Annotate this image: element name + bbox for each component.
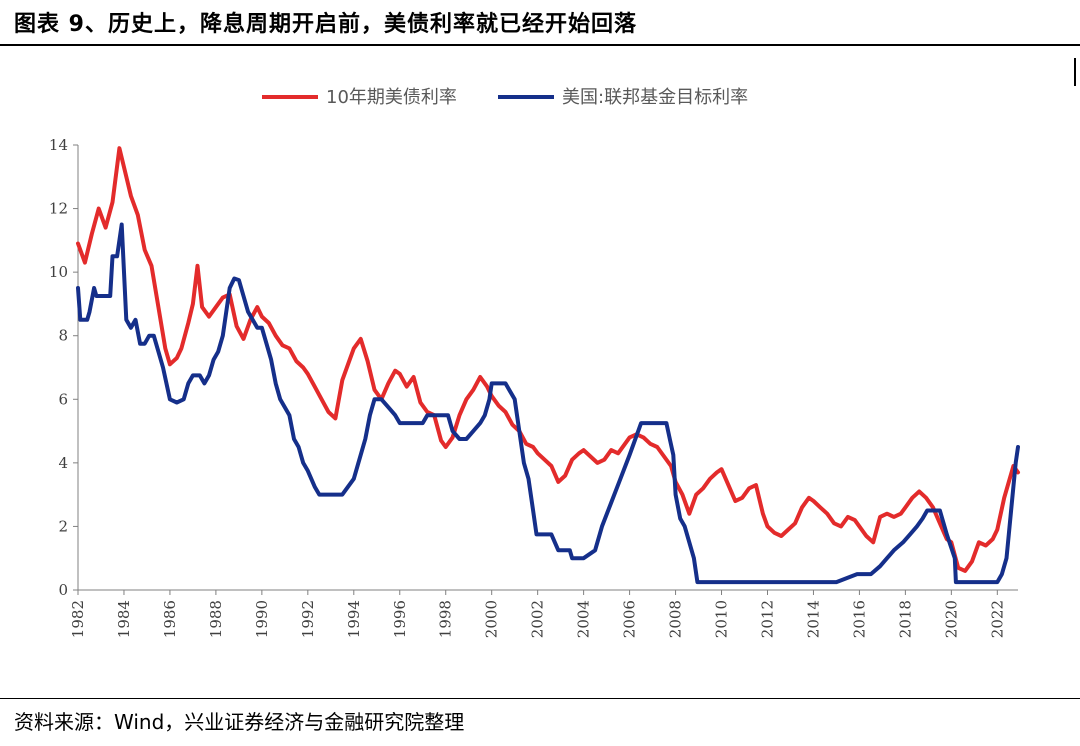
x-tick-label: 1998 (437, 600, 455, 638)
x-tick-label: 2008 (667, 600, 685, 638)
x-tick-label: 1984 (115, 600, 133, 638)
x-tick-label: 1994 (345, 600, 363, 638)
y-tick-label: 2 (58, 517, 68, 535)
x-tick-label: 1988 (207, 600, 225, 638)
x-tick-label: 2018 (896, 600, 914, 638)
x-tick-label: 1986 (161, 600, 179, 638)
y-tick-label: 14 (49, 136, 68, 154)
legend: 10年期美债利率 美国:联邦基金目标利率 (262, 87, 748, 108)
x-tick-label: 1990 (253, 600, 271, 638)
x-tick-label: 2000 (483, 600, 501, 638)
x-tick-label: 2002 (529, 600, 547, 638)
x-tick-label: 2014 (804, 600, 822, 638)
y-tick-label: 10 (49, 263, 68, 281)
x-tick-label: 2020 (942, 600, 960, 638)
series-layer (76, 146, 1020, 585)
x-tick-label: 1996 (391, 600, 409, 638)
y-tick-label: 0 (58, 581, 68, 599)
line-chart: 10年期美债利率 美国:联邦基金目标利率 0 2 4 6 8 10 12 14 1982 1984… (49, 87, 1020, 638)
x-tick-label: 2010 (713, 600, 731, 638)
x-tick-label: 1992 (299, 600, 317, 638)
legend-label-treasury: 10年期美债利率 (326, 87, 457, 108)
series-line-treasury (76, 146, 1020, 573)
x-tick-label: 2006 (621, 600, 639, 638)
title-divider (0, 44, 1080, 46)
y-tick-label: 6 (58, 390, 68, 408)
x-tick-label: 2022 (988, 600, 1006, 638)
x-tick-label: 2012 (758, 600, 776, 638)
x-tick-label: 2016 (850, 600, 868, 638)
y-tick-label: 8 (58, 327, 68, 345)
footer-divider (0, 698, 1080, 699)
legend-label-fed: 美国:联邦基金目标利率 (562, 87, 748, 108)
axes: 0 2 4 6 8 10 12 14 1982 1984 1986 1988 1990 1992 1994 1… (49, 136, 1018, 638)
x-tick-label: 2004 (575, 600, 593, 638)
series-line-fed (76, 222, 1020, 585)
source-note: 资料来源：Wind，兴业证券经济与金融研究院整理 (14, 710, 465, 734)
y-tick-label: 4 (58, 454, 68, 472)
y-tick-label: 12 (49, 200, 68, 218)
x-tick-label: 1982 (69, 600, 87, 638)
figure-title: 图表 9、历史上，降息周期开启前，美债利率就已经开始回落 (14, 12, 637, 37)
edge-mark (1074, 58, 1076, 86)
